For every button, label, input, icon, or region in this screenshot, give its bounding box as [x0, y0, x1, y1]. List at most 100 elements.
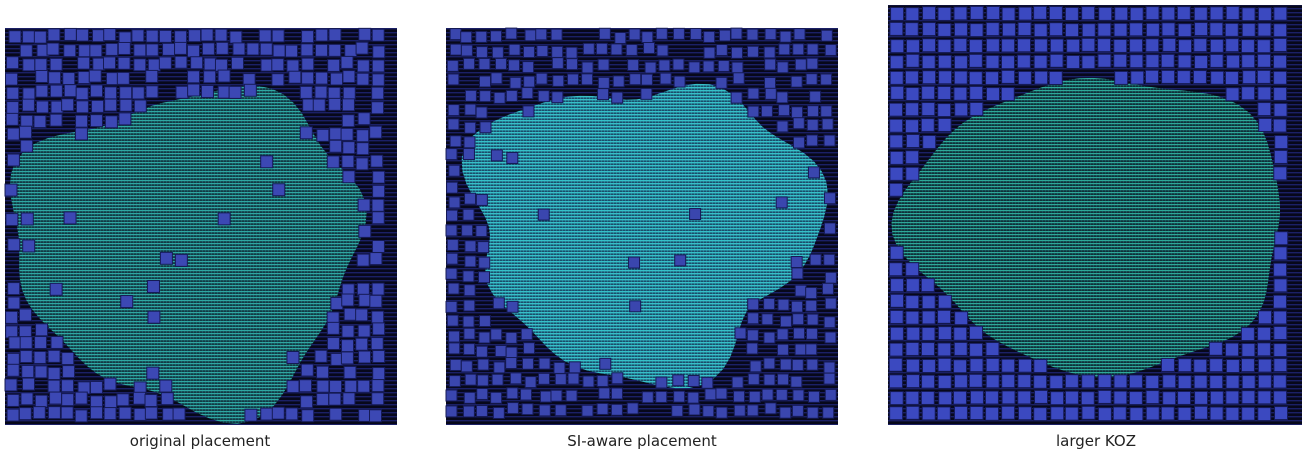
macro-block	[1274, 263, 1287, 276]
macro-block	[148, 59, 160, 71]
macro-block	[64, 85, 76, 97]
macro-block	[923, 135, 936, 148]
macro-block	[476, 31, 487, 42]
macro-block	[645, 62, 656, 73]
macro-block	[465, 374, 476, 385]
macro-block	[315, 86, 327, 98]
macro-block	[49, 72, 61, 84]
macro-block	[76, 115, 88, 127]
macro-block	[987, 6, 1000, 19]
macro-block	[317, 380, 329, 392]
macro-block	[1195, 23, 1208, 36]
macro-block	[734, 405, 745, 416]
macro-block	[793, 390, 804, 401]
macro-block	[204, 71, 216, 83]
macro-block	[159, 30, 171, 42]
macro-block	[551, 29, 562, 40]
macro-block	[104, 29, 116, 41]
macro-block	[491, 329, 502, 340]
macro-block	[702, 377, 713, 388]
macro-block	[494, 362, 505, 373]
macro-block	[906, 406, 919, 419]
macro-block	[118, 42, 130, 54]
macro-block	[201, 29, 213, 41]
macro-block	[1258, 23, 1271, 36]
macro-block	[954, 375, 967, 388]
macro-block	[342, 155, 354, 167]
macro-block	[506, 28, 517, 39]
macro-block	[954, 87, 967, 100]
macro-block	[446, 149, 457, 160]
macro-block	[764, 47, 775, 58]
macro-block	[566, 59, 577, 70]
macro-block	[105, 99, 117, 111]
macro-block	[938, 55, 951, 68]
macro-block	[1065, 375, 1078, 388]
macro-block	[1178, 407, 1191, 420]
macro-block	[524, 76, 535, 87]
macro-block	[923, 23, 936, 36]
macro-block	[478, 359, 489, 370]
macro-block	[464, 58, 475, 69]
macro-block	[6, 311, 18, 323]
macro-block	[747, 330, 758, 341]
macro-block	[343, 87, 355, 99]
macro-block	[342, 99, 354, 111]
macro-block	[216, 42, 228, 54]
macro-block	[986, 55, 999, 68]
macro-block	[90, 45, 102, 57]
macro-block	[62, 353, 74, 365]
macro-block	[1131, 71, 1144, 84]
macro-block	[229, 86, 241, 98]
macro-block	[731, 92, 742, 103]
macro-block	[495, 346, 506, 357]
macro-block	[259, 30, 271, 42]
macro-block	[905, 71, 918, 84]
macro-block	[1130, 408, 1143, 421]
macro-block	[272, 407, 284, 419]
macro-block	[537, 46, 548, 57]
macro-block	[233, 43, 245, 55]
macro-block	[510, 373, 521, 384]
macro-block	[345, 380, 357, 392]
macro-block	[48, 350, 60, 362]
page: original placement SI-aware placement la…	[0, 0, 1310, 462]
macro-block	[765, 29, 776, 40]
macro-block	[970, 86, 983, 99]
macro-block	[938, 310, 951, 323]
macro-block	[465, 241, 476, 252]
macro-block	[523, 47, 534, 58]
macro-block	[810, 254, 821, 265]
macro-block	[922, 360, 935, 373]
macro-block	[493, 298, 504, 309]
macro-block	[970, 6, 983, 19]
macro-block	[76, 29, 88, 41]
macro-block	[748, 374, 759, 385]
macro-block	[446, 406, 457, 417]
macro-block	[147, 281, 159, 293]
macro-block	[76, 101, 88, 113]
macro-block	[21, 213, 33, 225]
macro-block	[906, 167, 919, 180]
macro-block	[922, 296, 935, 309]
macro-block	[120, 87, 132, 99]
macro-block	[359, 225, 371, 237]
macro-block	[716, 407, 727, 418]
macro-block	[343, 171, 355, 183]
macro-block	[824, 254, 835, 265]
macro-block	[50, 58, 62, 70]
macro-block	[986, 343, 999, 356]
macro-block	[343, 142, 355, 154]
macro-block	[372, 393, 384, 405]
macro-block	[825, 272, 836, 283]
macro-block	[331, 297, 343, 309]
macro-block	[63, 366, 75, 378]
macro-block	[247, 43, 259, 55]
macro-block	[344, 308, 356, 320]
macro-block	[231, 57, 243, 69]
macro-block	[954, 56, 967, 69]
macro-block	[890, 327, 903, 340]
macro-block	[824, 317, 835, 328]
macro-block	[22, 365, 34, 377]
macro-block	[969, 72, 982, 85]
